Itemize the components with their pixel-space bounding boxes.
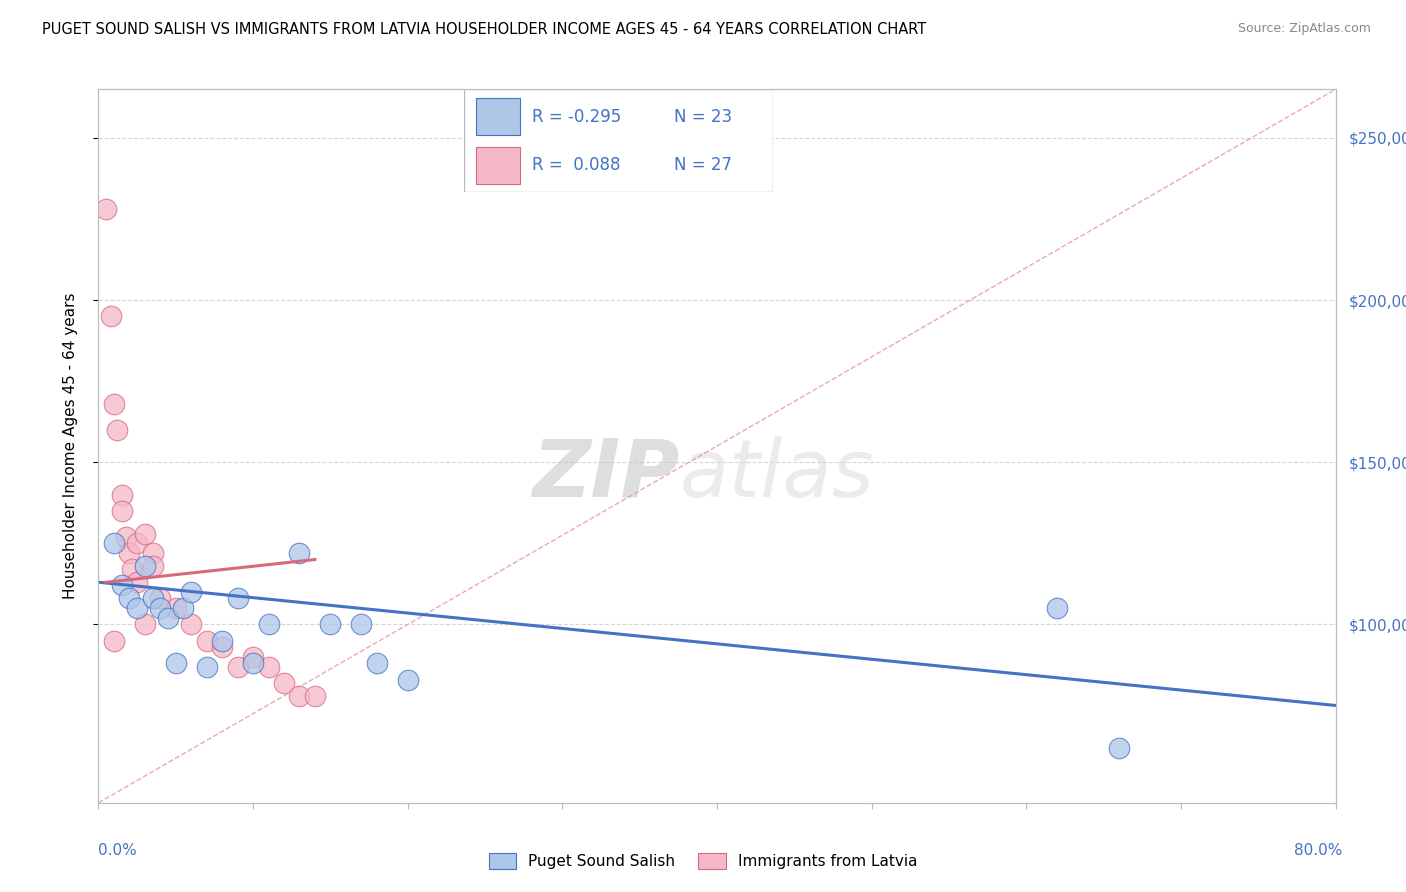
Point	[142, 559, 165, 574]
Point	[103, 397, 125, 411]
Point	[226, 591, 249, 606]
Bar	[477, 98, 520, 136]
Point	[115, 530, 138, 544]
Point	[273, 675, 295, 690]
FancyBboxPatch shape	[464, 89, 773, 192]
Point	[100, 310, 122, 324]
Point	[319, 617, 342, 632]
Point	[142, 591, 165, 606]
Point	[157, 611, 180, 625]
Point	[396, 673, 419, 687]
Point	[111, 504, 134, 518]
Text: 0.0%: 0.0%	[98, 843, 138, 858]
Point	[134, 526, 156, 541]
Point	[142, 546, 165, 560]
Y-axis label: Householder Income Ages 45 - 64 years: Householder Income Ages 45 - 64 years	[63, 293, 77, 599]
Point	[257, 617, 280, 632]
Point	[1046, 601, 1069, 615]
Point	[149, 601, 172, 615]
Point	[127, 601, 149, 615]
Text: N = 23: N = 23	[675, 108, 733, 126]
Point	[242, 649, 264, 664]
Point	[366, 657, 388, 671]
Point	[118, 546, 141, 560]
Text: atlas: atlas	[681, 435, 875, 514]
Point	[304, 689, 326, 703]
Legend: Puget Sound Salish, Immigrants from Latvia: Puget Sound Salish, Immigrants from Latv…	[482, 847, 924, 875]
Point	[180, 585, 202, 599]
Point	[180, 617, 202, 632]
Point	[288, 689, 311, 703]
Point	[111, 578, 134, 592]
Point	[173, 601, 195, 615]
Point	[127, 536, 149, 550]
Point	[165, 657, 187, 671]
Point	[226, 659, 249, 673]
Point	[257, 659, 280, 673]
Point	[103, 536, 125, 550]
Text: R =  0.088: R = 0.088	[531, 156, 620, 174]
Point	[149, 591, 172, 606]
Point	[127, 575, 149, 590]
Text: 80.0%: 80.0%	[1295, 843, 1343, 858]
Point	[1108, 740, 1130, 755]
Point	[134, 617, 156, 632]
Point	[96, 202, 118, 217]
Text: N = 27: N = 27	[675, 156, 733, 174]
Point	[105, 423, 128, 437]
Point	[134, 559, 156, 574]
Point	[195, 633, 218, 648]
Point	[350, 617, 373, 632]
Point	[211, 640, 233, 654]
Point	[288, 546, 311, 560]
Point	[121, 562, 143, 576]
Point	[211, 633, 233, 648]
Bar	[477, 146, 520, 184]
Text: ZIP: ZIP	[533, 435, 681, 514]
Text: R = -0.295: R = -0.295	[531, 108, 621, 126]
Text: Source: ZipAtlas.com: Source: ZipAtlas.com	[1237, 22, 1371, 36]
Point	[242, 657, 264, 671]
Text: PUGET SOUND SALISH VS IMMIGRANTS FROM LATVIA HOUSEHOLDER INCOME AGES 45 - 64 YEA: PUGET SOUND SALISH VS IMMIGRANTS FROM LA…	[42, 22, 927, 37]
Point	[118, 591, 141, 606]
Point	[103, 633, 125, 648]
Point	[111, 488, 134, 502]
Point	[195, 659, 218, 673]
Point	[165, 601, 187, 615]
